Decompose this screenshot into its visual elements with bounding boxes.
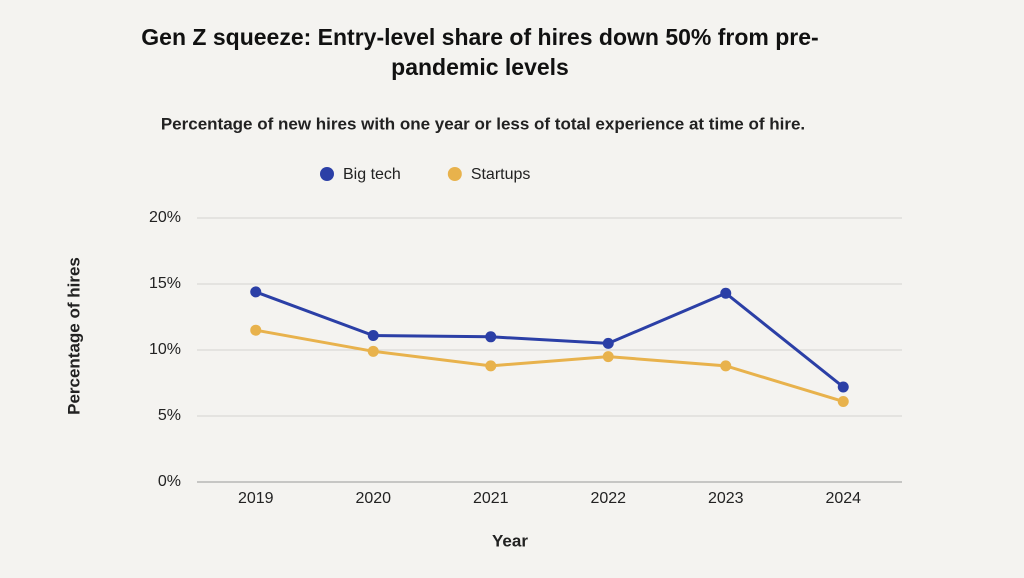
x-tick-label: 2019 [238, 490, 274, 507]
chart-subtitle: Percentage of new hires with one year or… [161, 114, 805, 133]
y-tick-label: 10% [149, 341, 181, 358]
point [720, 287, 732, 299]
point [837, 395, 849, 407]
point [720, 360, 732, 372]
point [367, 329, 379, 341]
point [837, 381, 849, 393]
legend-label: Big tech [343, 166, 401, 183]
y-tick-label: 0% [158, 473, 181, 490]
line [255, 290, 845, 389]
legend-marker [447, 167, 462, 181]
y-tick-label: 15% [149, 275, 181, 292]
x-axis-label: Year [492, 531, 528, 550]
point [602, 337, 614, 349]
legend-label: Startups [471, 166, 531, 183]
legend-marker [320, 167, 334, 181]
x-tick-label: 2024 [825, 490, 861, 507]
x-tick-label: 2021 [473, 490, 509, 507]
point [602, 351, 614, 363]
point [485, 331, 497, 343]
x-tick-label: 2022 [590, 490, 626, 507]
chart-title: Gen Z squeeze: Entry-level share of hire… [141, 24, 819, 80]
x-tick-label: 2020 [355, 490, 391, 507]
point [250, 324, 262, 336]
point [367, 345, 379, 357]
y-tick-label: 5% [158, 407, 181, 424]
line [255, 328, 844, 403]
y-axis-label: Percentage of hires [64, 257, 83, 415]
y-tick-label: 20% [149, 209, 181, 226]
point [485, 360, 497, 372]
point [250, 286, 262, 298]
x-tick-label: 2023 [708, 490, 744, 507]
